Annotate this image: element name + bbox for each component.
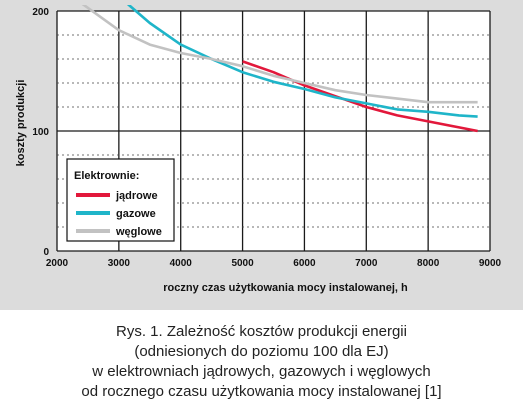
legend-label-1: jądrowe	[115, 190, 158, 202]
series-line-2	[126, 5, 478, 118]
series-line-1	[242, 60, 478, 133]
caption-line-1: Rys. 1. Zależność kosztów produkcji ener…	[116, 323, 407, 340]
legend-label-3: węglowe	[115, 226, 162, 238]
x-tick-label: 6000	[293, 258, 316, 269]
x-tick-label: 4000	[170, 258, 193, 269]
figure-caption: Rys. 1. Zależność kosztów produkcji ener…	[0, 322, 523, 402]
x-tick-label: 5000	[231, 258, 254, 269]
x-tick-label: 3000	[108, 258, 131, 269]
series-line-3	[81, 5, 478, 104]
x-tick-label: 9000	[479, 258, 502, 269]
x-axis-label: roczny czas użytkowania mocy instalowane…	[163, 282, 408, 294]
legend-box	[66, 158, 175, 242]
legend-title: Elektrownie:	[74, 170, 139, 182]
caption-line-2: (odniesionych do poziomu 100 dla EJ)	[134, 343, 389, 360]
x-tick-label: 7000	[355, 258, 378, 269]
legend-label-2: gazowe	[116, 208, 156, 220]
x-tick-label: 8000	[417, 258, 440, 269]
caption-line-3: w elektrowniach jądrowych, gazowych i wę…	[92, 363, 431, 380]
y-tick-label: 200	[32, 7, 49, 18]
y-tick-label: 100	[32, 127, 49, 138]
x-tick-label: 2000	[46, 258, 69, 269]
y-axis-label: koszty produkcji	[15, 80, 27, 167]
caption-line-4: od rocznego czasu użytkowania mocy insta…	[81, 383, 442, 400]
y-tick-label: 0	[43, 247, 49, 258]
chart-svg: 2000 3000 4000 5000 6000 7000 8000 9000 0 100 200 r…	[15, 5, 502, 294]
chart-figure: 2000 3000 4000 5000 6000 7000 8000 9000 0 100 200 r…	[0, 0, 523, 310]
